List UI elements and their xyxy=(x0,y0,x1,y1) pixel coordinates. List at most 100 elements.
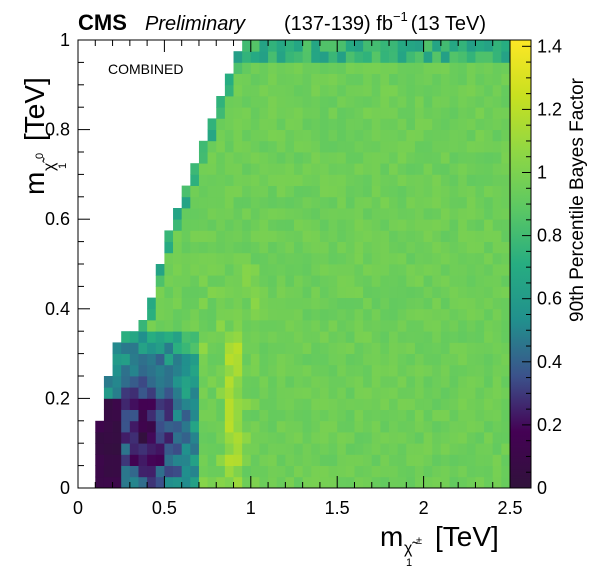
heatmap-cell xyxy=(294,96,304,108)
heatmap-cell xyxy=(207,275,217,287)
heatmap-cell xyxy=(389,409,399,422)
heatmap-cell xyxy=(173,275,183,287)
heatmap-cell xyxy=(112,420,122,433)
heatmap-cell xyxy=(268,40,278,52)
heatmap-cell xyxy=(475,219,485,231)
heatmap-cell xyxy=(216,185,226,198)
heatmap-cell xyxy=(328,432,338,444)
heatmap-cell xyxy=(449,275,459,287)
heatmap-cell xyxy=(389,241,399,254)
heatmap-cell xyxy=(294,219,304,231)
heatmap-cell xyxy=(250,398,260,410)
heatmap-cell xyxy=(363,320,373,332)
heatmap-cell xyxy=(406,40,416,52)
heatmap-cell xyxy=(224,376,234,388)
x-tick-label: 2 xyxy=(419,498,429,518)
heatmap-cell xyxy=(492,230,502,242)
heatmap-cell xyxy=(276,174,286,186)
heatmap-cell xyxy=(345,297,355,310)
heatmap-cell xyxy=(492,353,502,366)
heatmap-cell xyxy=(440,465,450,478)
heatmap-cell xyxy=(242,320,252,332)
heatmap-cell xyxy=(363,432,373,444)
heatmap-cell xyxy=(250,387,260,399)
heatmap-cell xyxy=(224,174,234,186)
heatmap-cell xyxy=(406,443,416,455)
heatmap-cell xyxy=(319,107,329,119)
heatmap-cell xyxy=(475,84,485,97)
heatmap-cell xyxy=(414,409,424,422)
heatmap-cell xyxy=(389,275,399,287)
heatmap-cell xyxy=(337,275,347,287)
heatmap-cell xyxy=(207,454,217,466)
heatmap-cell xyxy=(190,185,200,198)
heatmap-cell xyxy=(440,185,450,198)
heatmap-cell xyxy=(414,241,424,254)
heatmap-cell xyxy=(250,118,260,130)
heatmap-cell xyxy=(458,308,468,321)
heatmap-cell xyxy=(95,432,105,444)
heatmap-cell xyxy=(294,252,304,265)
heatmap-cell xyxy=(138,432,148,444)
heatmap-cell xyxy=(242,297,252,310)
heatmap-cell xyxy=(466,163,476,175)
heatmap-cell xyxy=(311,286,321,298)
heatmap-cell xyxy=(363,196,373,209)
heatmap-cell xyxy=(259,185,269,198)
heatmap-cell xyxy=(397,84,407,97)
heatmap-cell xyxy=(285,152,295,164)
heatmap-cell xyxy=(121,432,131,444)
heatmap-cell xyxy=(285,409,295,422)
heatmap-cell xyxy=(345,454,355,466)
heatmap-cell xyxy=(492,96,502,108)
heatmap-cell xyxy=(449,219,459,231)
heatmap-cell xyxy=(414,84,424,97)
heatmap-cell xyxy=(449,174,459,186)
heatmap-cell xyxy=(112,364,122,377)
heatmap-cell xyxy=(458,140,468,153)
heatmap-cell xyxy=(233,320,243,332)
y-tick-label: 0.4 xyxy=(45,299,70,319)
heatmap-cell xyxy=(259,96,269,108)
heatmap-cell xyxy=(328,84,338,97)
heatmap-cell xyxy=(207,118,217,130)
heatmap-cell xyxy=(319,241,329,254)
heatmap-cell xyxy=(294,297,304,310)
heatmap-cell xyxy=(337,140,347,153)
heatmap-cell xyxy=(501,73,511,86)
heatmap-cell xyxy=(242,387,252,399)
heatmap-cell xyxy=(389,443,399,455)
heatmap-cell xyxy=(475,432,485,444)
heatmap-cell xyxy=(112,443,122,455)
heatmap-cell xyxy=(371,140,381,153)
heatmap-cell xyxy=(242,241,252,254)
heatmap-cell xyxy=(397,387,407,399)
heatmap-cell xyxy=(259,342,269,354)
heatmap-cell xyxy=(475,420,485,433)
heatmap-cell xyxy=(207,432,217,444)
heatmap-cell xyxy=(276,432,286,444)
heatmap-cell xyxy=(328,174,338,186)
heatmap-cell xyxy=(198,230,208,242)
heatmap-cell xyxy=(268,476,278,489)
heatmap-cell xyxy=(397,264,407,276)
heatmap-cell xyxy=(181,353,191,366)
x-axis-title-sub-sub: 1 xyxy=(406,557,412,569)
heatmap-cell xyxy=(466,129,476,142)
heatmap-cell xyxy=(458,163,468,175)
heatmap-cell xyxy=(380,353,390,366)
heatmap-cell xyxy=(294,264,304,276)
heatmap-cell xyxy=(466,51,476,63)
heatmap-cell xyxy=(449,140,459,153)
heatmap-cell xyxy=(501,409,511,422)
heatmap-cell xyxy=(337,454,347,466)
heatmap-cell xyxy=(155,286,165,298)
heatmap-cell xyxy=(285,286,295,298)
heatmap-cell xyxy=(311,342,321,354)
heatmap-cell xyxy=(414,432,424,444)
heatmap-cell xyxy=(475,275,485,287)
heatmap-cell xyxy=(363,252,373,265)
heatmap-cell xyxy=(337,62,347,74)
heatmap-cell xyxy=(354,320,364,332)
heatmap-cell xyxy=(440,219,450,231)
